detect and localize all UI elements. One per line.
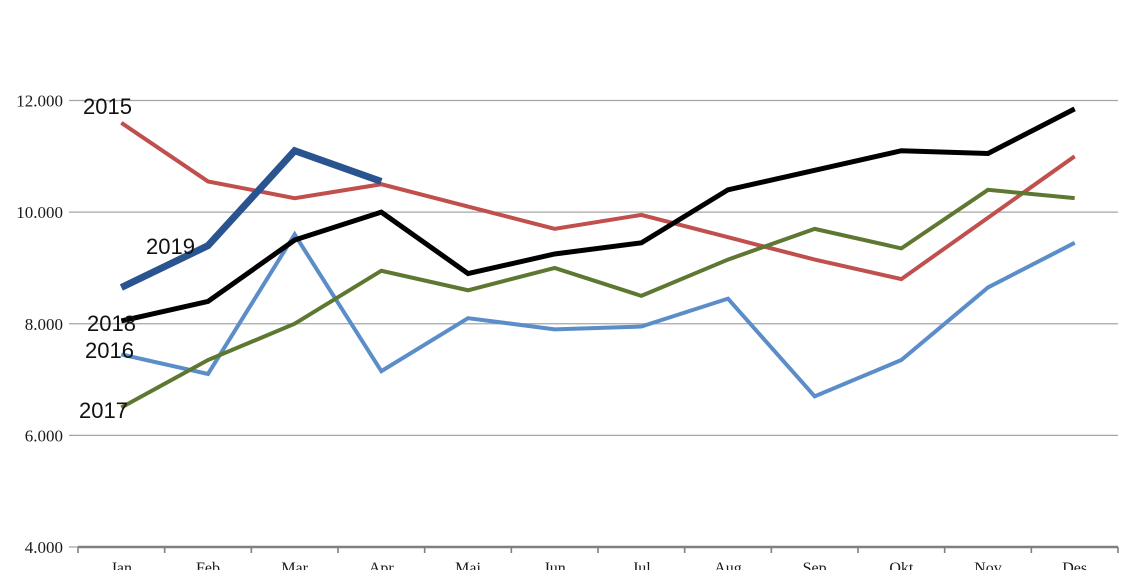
x-axis-label: Mar (281, 560, 308, 570)
year-label-2016: 2016 (85, 338, 134, 363)
x-axis-label: Jul (632, 560, 651, 570)
series-line-2017 (120, 187, 1075, 410)
x-axis-label: Jun (544, 560, 566, 570)
y-axis-label: 12.000 (16, 92, 63, 111)
x-axis-label: Feb (196, 560, 220, 570)
year-label-2017: 2017 (79, 398, 128, 423)
year-label-2018: 2018 (87, 311, 136, 336)
y-axis-label: 6.000 (25, 426, 63, 445)
x-axis-label: Sep (803, 560, 827, 570)
year-label-2015: 2015 (83, 94, 132, 119)
x-axis-label: Nov (974, 560, 1002, 570)
series-line-2018 (120, 106, 1076, 324)
series-line-2016 (120, 230, 1076, 399)
x-axis-label: Jan (111, 560, 132, 570)
x-axis-label: Apr (369, 560, 395, 570)
y-axis-label: 4.000 (25, 538, 63, 557)
x-axis-label: Okt (889, 560, 914, 570)
series-line-2015 (120, 121, 1076, 282)
y-axis-label: 8.000 (25, 315, 63, 334)
series-line-2019 (119, 146, 383, 291)
year-label-2019: 2019 (146, 234, 195, 259)
x-axis-label: Mai (455, 560, 481, 570)
y-axis-label: 10.000 (16, 203, 63, 222)
x-axis-label: Aug (714, 560, 742, 570)
x-axis-label: Des (1062, 560, 1087, 570)
